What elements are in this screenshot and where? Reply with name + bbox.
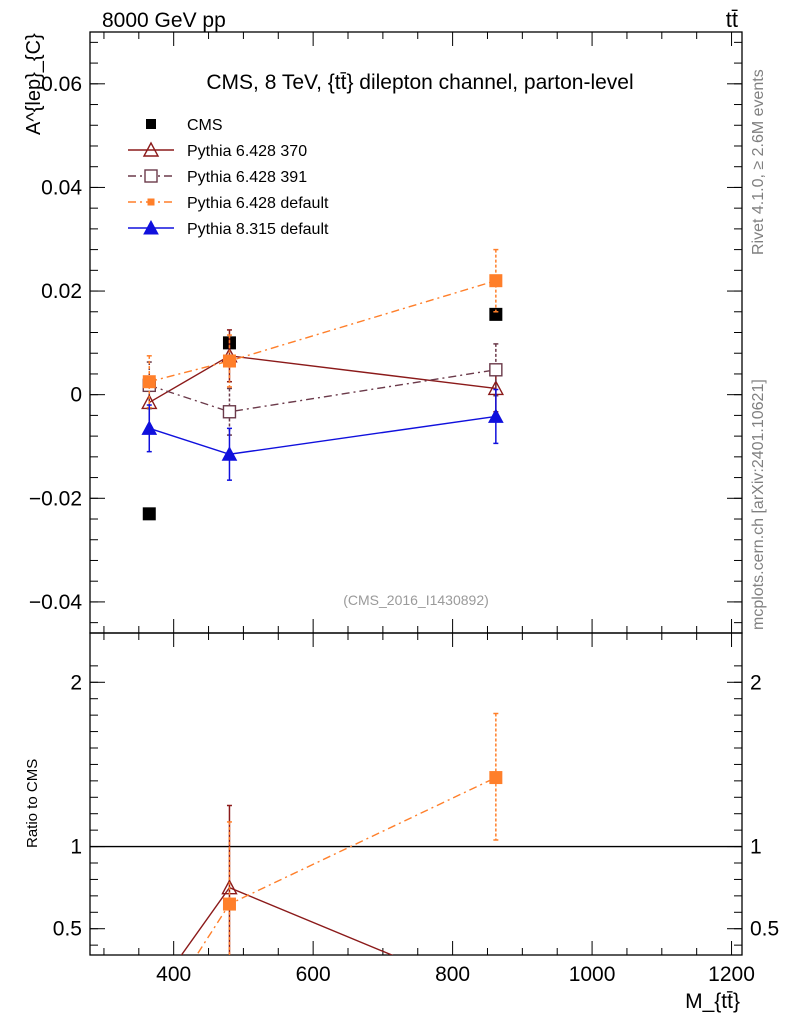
data-point <box>489 274 503 288</box>
data-point <box>489 307 503 321</box>
series-cms <box>142 307 503 521</box>
series-line <box>148 355 496 404</box>
main-series-group <box>141 248 505 521</box>
legend: CMS Pythia 6.428 370 Pythia 6.428 391 Pythi… <box>128 117 329 238</box>
main-title: CMS, 8 TeV, {tt̄} dilepton channel, part… <box>206 71 633 94</box>
legend-marker <box>143 219 159 235</box>
y-tick-label: 0.06 <box>41 73 82 96</box>
y-tick-label: −0.04 <box>29 591 82 614</box>
legend-marker <box>146 119 156 129</box>
y-tick-label: 0.5 <box>53 918 82 941</box>
ratio-point <box>222 897 236 911</box>
y-tick-label: 0.04 <box>41 176 82 199</box>
ratio-series-pythia-6-428-default <box>195 712 503 955</box>
main-axis-ticks: −0.04 −0.02 0 0.02 0.04 0.06 <box>29 32 742 633</box>
data-point <box>142 507 156 521</box>
ratio-series-group <box>90 712 742 955</box>
series-pythia-8-315-default <box>141 388 504 481</box>
series-pythia-6-428-391 <box>142 343 503 436</box>
data-point <box>221 446 238 461</box>
legend-label: CMS <box>187 117 223 134</box>
y-tick-label: −0.02 <box>29 487 82 510</box>
series-line <box>149 369 496 413</box>
x-tick-label: 600 <box>296 963 331 986</box>
y-tick-label: 0.02 <box>41 280 82 303</box>
process-label: tt̄ <box>726 7 738 32</box>
mcplots-label: mcplots.cern.ch [arXiv:2401.10621] <box>750 379 767 630</box>
y-tick-label: 2 <box>70 671 82 694</box>
data-point <box>222 405 237 419</box>
ratio-line <box>195 776 497 955</box>
y-tick-label-right: 1 <box>750 836 762 859</box>
ratio-axis-ticks: 400 600 800 1000 1200 0.5 1 2 0.5 1 2 <box>53 633 779 986</box>
legend-label: Pythia 6.428 391 <box>187 169 307 186</box>
y-tick-label-right: 0.5 <box>750 918 779 941</box>
x-tick-label: 1200 <box>708 963 755 986</box>
legend-label: Pythia 6.428 370 <box>187 143 307 160</box>
analysis-tag: (CMS_2016_I1430892) <box>343 592 489 608</box>
legend-label: Pythia 8.315 default <box>187 221 329 238</box>
series-line <box>149 415 496 455</box>
data-point <box>488 408 504 423</box>
x-axis-label: M_{tt̄} <box>685 990 740 1013</box>
x-tick-label: 1000 <box>569 963 616 986</box>
legend-marker <box>142 141 160 157</box>
energy-label: 8000 GeV pp <box>102 9 226 32</box>
rivet-label: Rivet 4.1.0, ≥ 2.6M events <box>750 69 767 255</box>
legend-marker <box>144 169 158 183</box>
data-point <box>222 354 236 368</box>
ratio-y-axis-label: Ratio to CMS <box>24 759 41 848</box>
main-y-axis-label: A^{lep}_{C} <box>23 33 45 135</box>
data-point <box>142 375 156 389</box>
legend-marker <box>147 198 155 206</box>
y-tick-label: 0 <box>70 384 82 407</box>
series-pythia-6-428-default <box>142 248 503 409</box>
ratio-plot-frame <box>89 632 743 956</box>
ratio-point <box>489 771 503 785</box>
x-tick-label: 400 <box>156 963 191 986</box>
y-tick-label: 1 <box>70 836 82 859</box>
data-point <box>489 363 503 377</box>
x-tick-label: 800 <box>435 963 470 986</box>
y-tick-label-right: 2 <box>750 671 762 694</box>
legend-label: Pythia 6.428 default <box>187 195 329 212</box>
data-point <box>141 420 158 435</box>
